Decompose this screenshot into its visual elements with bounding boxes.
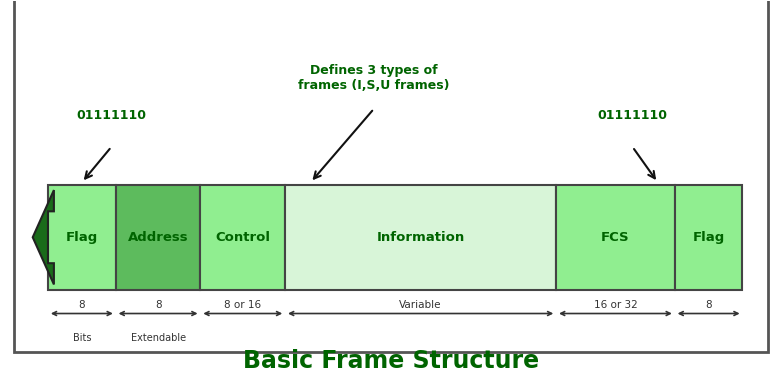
Text: Defines 3 types of
frames (I,S,U frames): Defines 3 types of frames (I,S,U frames) [298, 64, 450, 92]
Text: Basic Frame Structure: Basic Frame Structure [243, 349, 539, 373]
Text: FCS: FCS [601, 231, 630, 244]
Text: Flag: Flag [693, 231, 725, 244]
Text: Address: Address [127, 231, 188, 244]
Bar [48, 185, 116, 290]
Text: Flag: Flag [66, 231, 98, 244]
Text: 8: 8 [155, 300, 161, 310]
Text: 16 or 32: 16 or 32 [594, 300, 637, 310]
Text: 8: 8 [705, 300, 712, 310]
Text: Bits: Bits [73, 333, 91, 343]
Bar [556, 185, 675, 290]
Text: Control: Control [215, 231, 271, 244]
Text: Variable: Variable [400, 300, 442, 310]
Text: 01111110: 01111110 [77, 109, 146, 122]
Text: Extendable: Extendable [131, 333, 185, 343]
Text: 01111110: 01111110 [597, 109, 667, 122]
FancyArrow shape [33, 190, 54, 285]
Text: 8: 8 [78, 300, 85, 310]
Bar [200, 185, 285, 290]
Bar [285, 185, 556, 290]
Bar [116, 185, 200, 290]
Text: Information: Information [376, 231, 465, 244]
Bar [675, 185, 742, 290]
Text: 8 or 16: 8 or 16 [224, 300, 261, 310]
